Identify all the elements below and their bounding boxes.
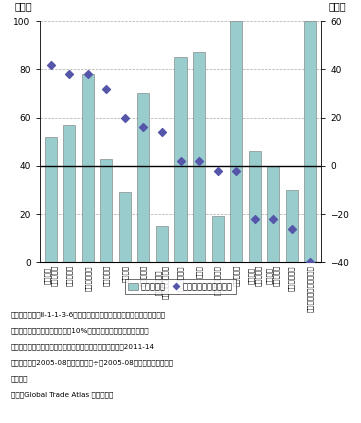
Point bbox=[270, 215, 276, 222]
Point bbox=[215, 167, 221, 174]
Bar bbox=[82, 74, 94, 262]
Text: いる品目のシェア（同シェアが10%以上のもののみ）。輸出額伸び: いる品目のシェア（同シェアが10%以上のもののみ）。輸出額伸び bbox=[11, 327, 149, 334]
Point bbox=[140, 124, 146, 131]
Bar bbox=[119, 192, 131, 262]
Text: （％）: （％） bbox=[329, 2, 347, 11]
Bar bbox=[156, 226, 168, 262]
Point bbox=[104, 85, 109, 92]
Bar bbox=[138, 93, 149, 262]
Text: ベース。: ベース。 bbox=[11, 375, 28, 382]
Point bbox=[307, 259, 313, 266]
Bar bbox=[100, 159, 112, 262]
Bar bbox=[249, 151, 261, 262]
Bar bbox=[267, 166, 279, 262]
Point bbox=[122, 114, 128, 121]
Bar bbox=[304, 21, 316, 262]
Bar bbox=[230, 21, 242, 262]
Point bbox=[196, 158, 202, 165]
Text: 率は、単価が上昇かつ数量が減少している品目の伸び率〔2011-14: 率は、単価が上昇かつ数量が減少している品目の伸び率〔2011-14 bbox=[11, 343, 155, 350]
Bar bbox=[212, 217, 223, 262]
Text: （％）: （％） bbox=[14, 2, 32, 11]
Bar bbox=[63, 125, 75, 262]
Point bbox=[85, 71, 91, 77]
Bar bbox=[174, 58, 187, 262]
Bar bbox=[193, 52, 205, 262]
Text: 年の合計額－2005-08年の合計額〕÷（2005-08年の合計額）。ドル: 年の合計額－2005-08年の合計額〕÷（2005-08年の合計額）。ドル bbox=[11, 359, 174, 366]
Point bbox=[289, 225, 295, 232]
Point bbox=[48, 61, 54, 68]
Point bbox=[252, 215, 257, 222]
Text: 備考：別記（第Ⅱ-1-1-3-6図）に基づき、数量が減少かつ単価が上昇して: 備考：別記（第Ⅱ-1-1-3-6図）に基づき、数量が減少かつ単価が上昇して bbox=[11, 311, 166, 318]
Point bbox=[159, 129, 165, 135]
Legend: 品目シェア, 輸出額伸び率（右軸）: 品目シェア, 輸出額伸び率（右軸） bbox=[125, 279, 236, 294]
Point bbox=[66, 71, 72, 77]
Point bbox=[233, 167, 239, 174]
Bar bbox=[45, 137, 57, 262]
Point bbox=[178, 158, 183, 165]
Text: 資料：Global Trade Atlas から作成。: 資料：Global Trade Atlas から作成。 bbox=[11, 391, 113, 398]
Bar bbox=[286, 190, 298, 262]
